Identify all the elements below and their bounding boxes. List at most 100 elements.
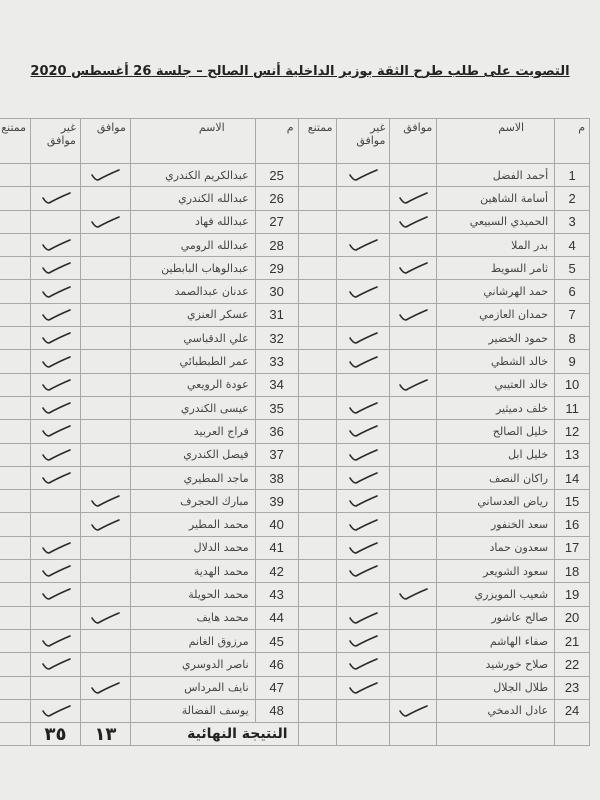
agree-cell xyxy=(389,162,438,188)
agree-cell xyxy=(389,465,438,491)
disagree-cell xyxy=(336,395,391,421)
member-name: رياض العدساني xyxy=(436,489,556,514)
agree-cell xyxy=(79,209,131,234)
check-mark-icon xyxy=(349,402,379,414)
abstain-cell xyxy=(0,442,32,467)
abstain-cell xyxy=(0,395,32,421)
abstain-cell xyxy=(297,162,338,188)
row-number: 23 xyxy=(554,675,590,700)
check-mark-icon xyxy=(41,402,71,414)
abstain-cell xyxy=(0,698,32,724)
abstain-cell xyxy=(0,186,32,211)
member-name: بدر الملا xyxy=(436,232,556,258)
abstain-cell xyxy=(297,652,338,677)
disagree-cell xyxy=(30,232,81,258)
row-number: 13 xyxy=(554,442,590,467)
agree-cell xyxy=(389,186,438,211)
agree-cell xyxy=(389,559,438,584)
check-mark-icon xyxy=(41,565,71,577)
disagree-cell xyxy=(336,675,391,700)
table-row: 12 خليل الصالح 36 فراج العربيد xyxy=(0,419,590,444)
disagree-cell xyxy=(30,605,81,630)
abstain-cell xyxy=(297,279,338,304)
disagree-cell xyxy=(30,279,81,304)
check-mark-icon xyxy=(41,262,71,275)
disagree-cell xyxy=(336,256,391,281)
member-name: عبدالله فهاد xyxy=(129,209,256,234)
member-name: فراج العربيد xyxy=(129,419,256,444)
empty-cell xyxy=(336,722,391,747)
empty-cell xyxy=(297,722,338,747)
check-mark-icon xyxy=(41,588,71,601)
disagree-cell xyxy=(30,465,81,491)
agree-cell xyxy=(79,605,131,630)
disagree-cell xyxy=(30,512,81,537)
check-mark-icon xyxy=(349,239,379,251)
agree-cell xyxy=(79,489,131,514)
check-mark-icon xyxy=(349,542,379,554)
check-mark-icon xyxy=(349,681,379,694)
header-row: م الاسم موافق غير موافق ممتنع م الاسم مو… xyxy=(0,118,590,164)
check-mark-icon xyxy=(91,495,121,508)
disagree-cell xyxy=(336,442,391,467)
member-name: عادل الدمخي xyxy=(436,698,556,724)
disagree-cell xyxy=(336,372,391,397)
abstain-cell xyxy=(297,582,338,607)
abstain-cell xyxy=(297,628,338,654)
member-name: عيسى الكندري xyxy=(129,395,256,421)
check-mark-icon xyxy=(349,635,379,647)
row-number: 17 xyxy=(554,535,590,561)
abstain-cell xyxy=(0,279,32,304)
agree-cell xyxy=(389,279,438,304)
row-number: 44 xyxy=(254,605,299,630)
abstain-cell xyxy=(0,675,32,700)
empty-cell xyxy=(389,722,438,747)
row-number: 19 xyxy=(554,582,590,607)
disagree-cell xyxy=(30,535,81,561)
check-mark-icon xyxy=(349,169,379,181)
agree-cell xyxy=(389,326,438,351)
disagree-cell xyxy=(30,652,81,677)
check-mark-icon xyxy=(41,425,71,438)
member-name: عودة الرويعي xyxy=(129,372,256,397)
disagree-cell xyxy=(30,186,81,211)
check-mark-icon xyxy=(349,565,379,577)
check-mark-icon xyxy=(41,192,71,205)
abstain-cell xyxy=(297,442,338,467)
disagree-cell xyxy=(30,209,81,234)
member-name: صفاء الهاشم xyxy=(436,628,556,654)
disagree-cell xyxy=(336,628,391,654)
table-row: 6 حمد الهرشاني 30 عدنان عبدالصمد xyxy=(0,279,590,304)
row-number: 39 xyxy=(254,489,299,514)
check-mark-icon xyxy=(349,518,379,531)
member-name: الحميدي السبيعي xyxy=(436,209,556,234)
header-num: م xyxy=(554,118,590,164)
abstain-cell xyxy=(0,535,32,561)
agree-cell xyxy=(389,372,438,397)
agree-cell xyxy=(389,512,438,537)
check-mark-icon xyxy=(349,448,379,461)
row-number: 35 xyxy=(254,395,299,421)
disagree-cell xyxy=(336,162,391,188)
disagree-cell xyxy=(30,582,81,607)
abstain-cell xyxy=(0,162,32,188)
check-mark-icon xyxy=(41,448,71,461)
header-abstain: ممتنع xyxy=(297,118,338,164)
row-number: 41 xyxy=(254,535,299,561)
member-name: يوسف الفضالة xyxy=(129,698,256,724)
table-row: 24 عادل الدمخي 48 يوسف الفضالة xyxy=(0,698,590,724)
row-number: 38 xyxy=(254,465,299,491)
check-mark-icon xyxy=(91,518,121,531)
agree-cell xyxy=(389,489,438,514)
row-number: 45 xyxy=(254,628,299,654)
table-row: 10 خالد العتيبي 34 عودة الرويعي xyxy=(0,372,590,397)
abstain-cell xyxy=(297,559,338,584)
member-name: خليل الصالح xyxy=(436,419,556,444)
check-mark-icon xyxy=(349,285,379,298)
row-number: 33 xyxy=(254,349,299,374)
abstain-cell xyxy=(297,395,338,421)
disagree-cell xyxy=(30,326,81,351)
agree-cell xyxy=(79,186,131,211)
check-mark-icon xyxy=(91,681,121,694)
table-row: 22 صلاح خورشيد 46 ناصر الدوسري xyxy=(0,652,590,677)
